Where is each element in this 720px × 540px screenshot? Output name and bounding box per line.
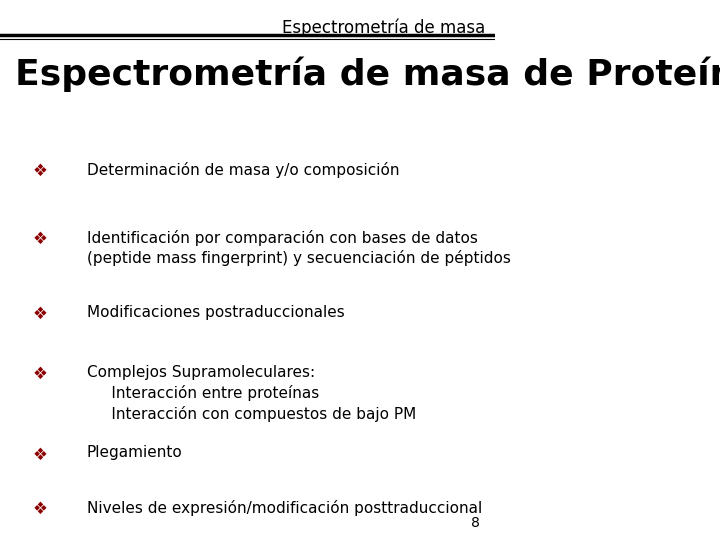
- Text: Espectrometría de masa de Proteínas: Espectrometría de masa de Proteínas: [15, 57, 720, 92]
- Text: ❖: ❖: [32, 364, 47, 382]
- Text: Plegamiento: Plegamiento: [86, 446, 182, 461]
- Text: Interacción con compuestos de bajo PM: Interacción con compuestos de bajo PM: [86, 406, 416, 422]
- Text: Espectrometría de masa: Espectrometría de masa: [282, 19, 485, 37]
- Text: Complejos Supramoleculares:: Complejos Supramoleculares:: [86, 364, 315, 380]
- Text: Identificación por comparación con bases de datos: Identificación por comparación con bases…: [86, 230, 477, 246]
- Text: Determinación de masa y/o composición: Determinación de masa y/o composición: [86, 162, 399, 178]
- Text: Modificaciones postraduccionales: Modificaciones postraduccionales: [86, 305, 344, 320]
- Text: ❖: ❖: [32, 305, 47, 323]
- Text: ❖: ❖: [32, 230, 47, 247]
- Text: Interacción entre proteínas: Interacción entre proteínas: [86, 385, 319, 401]
- Text: ❖: ❖: [32, 500, 47, 517]
- Text: Niveles de expresión/modificación posttraduccional: Niveles de expresión/modificación posttr…: [86, 500, 482, 516]
- Text: 8: 8: [472, 516, 480, 530]
- Text: ❖: ❖: [32, 446, 47, 463]
- Text: (peptide mass fingerprint) y secuenciación de péptidos: (peptide mass fingerprint) y secuenciaci…: [86, 250, 510, 266]
- Text: ❖: ❖: [32, 162, 47, 180]
